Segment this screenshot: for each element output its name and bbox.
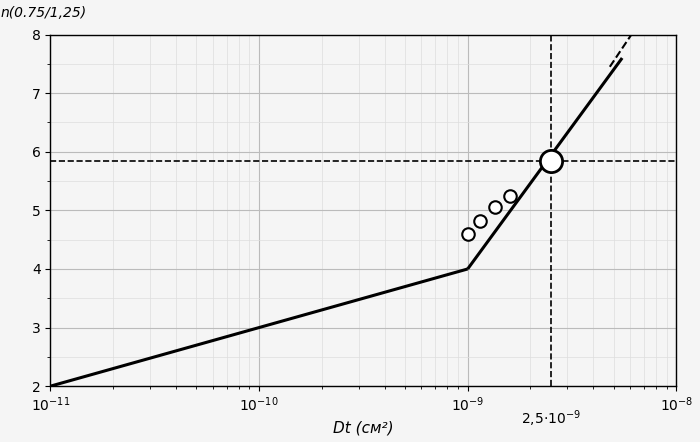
X-axis label: Dt (см²): Dt (см²) — [333, 420, 393, 435]
Text: n(0.75/1,25): n(0.75/1,25) — [0, 7, 86, 20]
Text: $2{,}5{\cdot}10^{-9}$: $2{,}5{\cdot}10^{-9}$ — [521, 408, 581, 429]
